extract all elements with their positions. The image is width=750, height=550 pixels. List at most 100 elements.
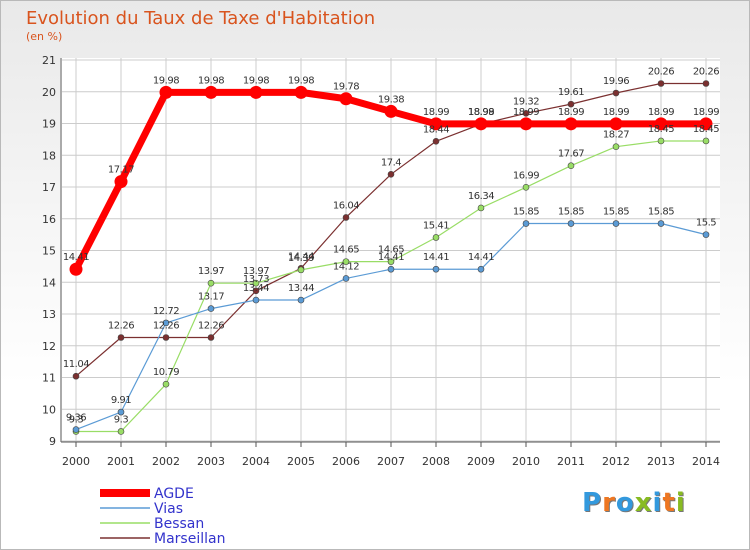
point-marseillan: [387, 171, 395, 178]
data-label-bessan: 17.67: [558, 149, 584, 160]
data-label-marseillan: 18.98: [468, 107, 494, 118]
data-label-marseillan: 19.96: [603, 76, 629, 87]
y-tick-label: 21: [42, 54, 56, 67]
x-tick-label: 2008: [422, 455, 450, 468]
point-agde: [429, 117, 443, 131]
point-marseillan: [522, 110, 530, 117]
proxiti-logo: Proxiti: [582, 488, 686, 518]
point-marseillan: [342, 214, 350, 221]
y-tick-label: 19: [42, 118, 56, 131]
data-label-agde: 18.99: [558, 107, 584, 118]
x-tick-label: 2010: [512, 455, 540, 468]
legend-label-marseillan: Marseillan: [154, 531, 225, 547]
series-group: [69, 80, 713, 435]
data-label-marseillan: 12.26: [198, 320, 224, 331]
point-marseillan: [117, 334, 125, 341]
data-label-bessan: 15.41: [423, 220, 449, 231]
data-label-vias: 15.85: [558, 207, 584, 218]
data-label-marseillan: 17.4: [381, 157, 401, 168]
point-vias: [657, 220, 665, 227]
data-label-agde: 14.41: [63, 252, 89, 263]
point-marseillan: [702, 80, 710, 87]
point-vias: [567, 220, 575, 227]
logo-letter: i: [675, 488, 686, 518]
data-label-agde: 17.17: [108, 165, 134, 176]
point-vias: [207, 305, 215, 312]
data-label-bessan: 16.34: [468, 191, 494, 202]
data-label-vias: 9.91: [111, 395, 131, 406]
x-tick-label: 2007: [377, 455, 405, 468]
data-label-vias: 12.72: [153, 306, 179, 317]
point-vias: [612, 220, 620, 227]
point-vias: [522, 220, 530, 227]
data-label-bessan: 13.97: [198, 266, 224, 277]
x-tick-label: 2011: [557, 455, 585, 468]
data-label-marseillan: 12.26: [108, 320, 134, 331]
y-tick-label: 12: [42, 340, 56, 353]
point-agde: [474, 117, 488, 131]
grid: [62, 58, 720, 442]
data-label-vias: 15.5: [696, 218, 716, 229]
data-label-marseillan: 11.04: [63, 359, 89, 370]
data-label-bessan: 9.3: [114, 414, 129, 425]
data-label-bessan: 18.45: [648, 124, 674, 135]
y-tick-label: 11: [42, 372, 56, 385]
point-agde: [609, 117, 623, 131]
x-tick-label: 2013: [647, 455, 675, 468]
point-bessan: [432, 234, 440, 241]
point-marseillan: [252, 287, 260, 295]
y-tick-label: 18: [42, 149, 56, 162]
data-label-bessan: 10.79: [153, 367, 179, 378]
point-marseillan: [72, 372, 80, 380]
point-agde: [654, 117, 668, 131]
logo-letter: P: [582, 488, 603, 518]
logo-letter: r: [602, 488, 616, 518]
point-agde: [294, 85, 308, 99]
legend-label-agde: AGDE: [154, 486, 194, 502]
data-label-marseillan: 19.32: [513, 96, 539, 107]
data-label-bessan: 14.65: [333, 245, 359, 256]
data-label-marseillan: 13.73: [243, 274, 269, 285]
point-bessan: [387, 258, 395, 265]
data-label-marseillan: 16.04: [333, 200, 359, 211]
data-label-vias: 15.85: [513, 207, 539, 218]
data-label-agde: 18.99: [513, 107, 539, 118]
point-vias: [342, 275, 350, 282]
data-label-agde: 18.99: [648, 107, 674, 118]
point-vias: [432, 265, 440, 273]
point-bessan: [477, 204, 485, 212]
point-agde: [564, 117, 578, 131]
logo-letter: i: [652, 488, 663, 518]
x-tick-label: 2014: [692, 455, 720, 468]
data-label-vias: 9.36: [66, 413, 86, 424]
data-label-bessan: 18.27: [603, 130, 629, 141]
data-label-bessan: 9.3: [69, 414, 84, 425]
data-label-vias: 14.41: [468, 252, 494, 263]
x-tick-label: 2006: [332, 455, 360, 468]
y-tick-label: 15: [42, 245, 56, 258]
x-tick-label: 2012: [602, 455, 630, 468]
data-label-vias: 14.41: [378, 252, 404, 263]
data-label-marseillan: 20.26: [693, 66, 719, 77]
data-label-bessan: 18.45: [693, 124, 719, 135]
y-tick-label: 9: [49, 435, 56, 448]
data-label-marseillan: 19.61: [558, 87, 584, 98]
x-tick-label: 2009: [467, 455, 495, 468]
point-vias: [117, 408, 125, 416]
y-tick-label: 13: [42, 308, 56, 321]
data-label-agde: 18.99: [693, 107, 719, 118]
y-tick-label: 20: [42, 86, 56, 99]
data-label-marseillan: 20.26: [648, 66, 674, 77]
point-agde: [249, 85, 263, 99]
point-marseillan: [657, 80, 665, 87]
point-agde: [204, 85, 218, 99]
data-label-vias: 15.85: [603, 207, 629, 218]
x-tick-label: 2000: [62, 455, 90, 468]
data-label-marseillan: 14.44: [288, 251, 314, 262]
point-bessan: [522, 184, 530, 191]
point-bessan: [657, 137, 665, 145]
legend-label-bessan: Bessan: [154, 516, 204, 532]
point-vias: [72, 426, 80, 433]
x-tick-label: 2003: [197, 455, 225, 468]
